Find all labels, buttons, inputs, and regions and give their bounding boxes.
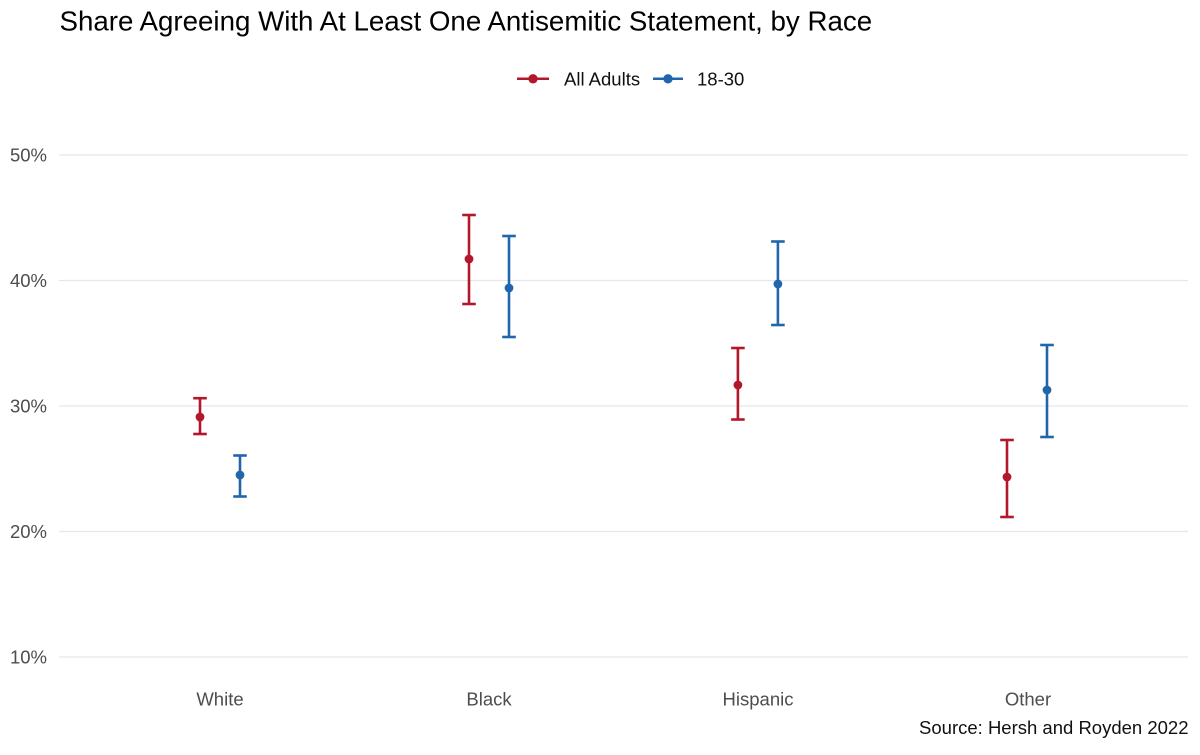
svg-text:18-30: 18-30 [697, 68, 744, 89]
svg-text:Hispanic: Hispanic [723, 689, 794, 710]
svg-text:40%: 40% [10, 270, 47, 291]
svg-text:Black: Black [466, 689, 512, 710]
svg-text:20%: 20% [10, 521, 47, 542]
svg-text:10%: 10% [10, 647, 47, 668]
svg-text:30%: 30% [10, 396, 47, 417]
svg-text:Other: Other [1005, 689, 1051, 710]
svg-text:50%: 50% [10, 145, 47, 166]
svg-text:All Adults: All Adults [564, 68, 640, 89]
svg-text:Source: Hersh and Royden 2022: Source: Hersh and Royden 2022 [919, 717, 1188, 738]
svg-text:Share Agreeing With At Least O: Share Agreeing With At Least One Antisem… [60, 5, 873, 36]
svg-text:White: White [196, 689, 243, 710]
